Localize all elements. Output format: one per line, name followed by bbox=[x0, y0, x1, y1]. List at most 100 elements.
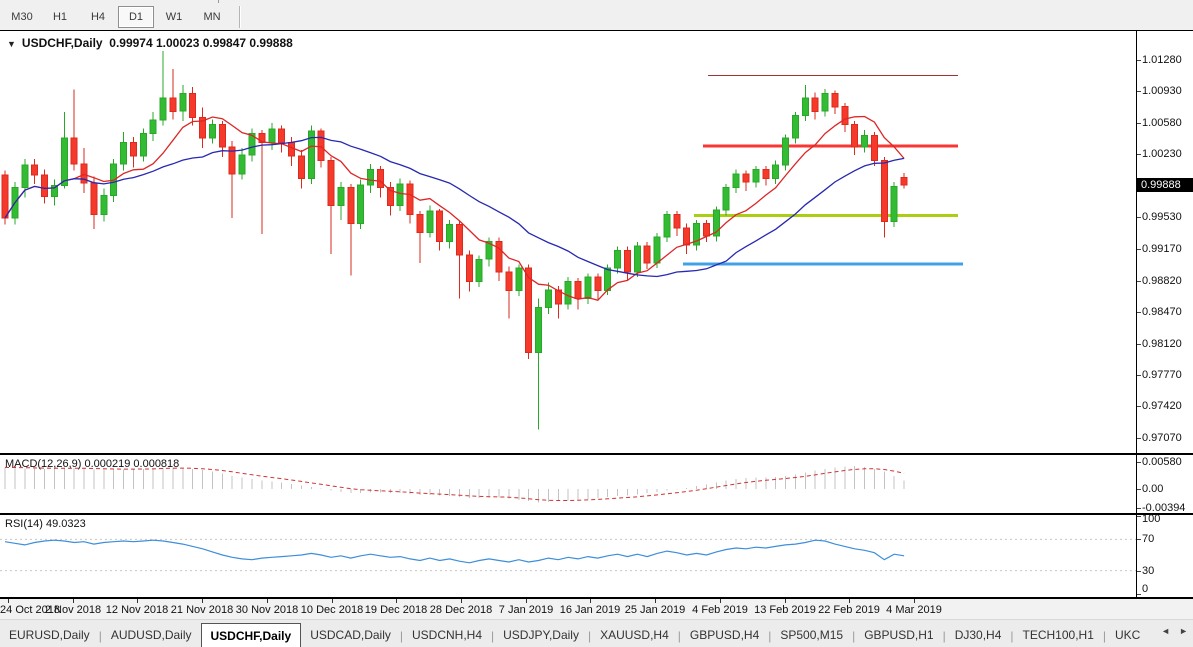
date-axis-tick bbox=[73, 599, 74, 603]
rsi-axis-label: 70 bbox=[1142, 533, 1155, 545]
chart-ohlc-values: 0.99974 1.00023 0.99847 0.99888 bbox=[109, 36, 293, 50]
date-axis-label: 13 Feb 2019 bbox=[754, 604, 816, 616]
chart-tab-usdchf-daily[interactable]: USDCHF,Daily bbox=[200, 623, 302, 647]
rsi-axis-label: 0 bbox=[1142, 583, 1149, 595]
timeframe-button-m30[interactable]: M30 bbox=[11, 10, 33, 23]
date-axis-label: 2 Nov 2018 bbox=[44, 604, 102, 616]
rsi-indicator-label: RSI(14) 49.0323 bbox=[5, 518, 86, 530]
rsi-axis-tick bbox=[1137, 516, 1141, 517]
tab-separator: | bbox=[587, 629, 592, 643]
timeframe-button-h1[interactable]: H1 bbox=[52, 10, 68, 23]
timeframe-button-d1[interactable]: D1 bbox=[118, 5, 154, 28]
price-axis-label: 1.01280 bbox=[1142, 54, 1182, 66]
rsi-chart-canvas[interactable] bbox=[0, 515, 1136, 597]
price-axis-label: 1.00930 bbox=[1142, 85, 1182, 97]
macd-chart-canvas[interactable] bbox=[0, 455, 1136, 513]
macd-axis-label: -0.00394 bbox=[1142, 502, 1186, 514]
rsi-line bbox=[4, 539, 905, 564]
chart-tab-usdcad-daily[interactable]: USDCAD,Daily bbox=[310, 627, 391, 642]
date-axis-label: 22 Feb 2019 bbox=[818, 604, 880, 616]
date-axis-tick bbox=[137, 599, 138, 603]
chart-tab-dj30-h4[interactable]: DJ30,H4 bbox=[954, 627, 1002, 642]
rsi-axis-tick bbox=[1137, 539, 1141, 540]
tab-scroll-right-icon[interactable]: ► bbox=[1179, 626, 1188, 636]
date-axis: 24 Oct 2018 2 Nov 2018 12 Nov 2018 21 Nov 2… bbox=[0, 599, 1193, 619]
price-axis-tick bbox=[1137, 154, 1141, 155]
tab-separator: | bbox=[98, 629, 102, 643]
date-axis-label: 7 Jan 2019 bbox=[498, 604, 554, 616]
price-axis-label: 1.00230 bbox=[1142, 148, 1182, 160]
timeframe-button-w1[interactable]: W1 bbox=[165, 10, 183, 23]
price-axis-tick bbox=[1137, 281, 1141, 282]
chart-tab-bar: EURUSD,Daily | AUDUSD,Daily USDCHF,Daily USD… bbox=[0, 619, 1193, 647]
date-axis-tick bbox=[461, 599, 462, 603]
chart-tab-ukc[interactable]: UKC bbox=[1115, 627, 1141, 642]
macd-indicator-label: MACD(12,26,9) 0.000219 0.000818 bbox=[5, 458, 180, 470]
price-axis-tick bbox=[1137, 91, 1141, 92]
panel-divider[interactable] bbox=[0, 513, 1193, 515]
date-axis-tick bbox=[8, 599, 9, 603]
chart-tab-sp500-m15[interactable]: SP500,M15 bbox=[780, 627, 844, 642]
date-axis-tick bbox=[332, 599, 333, 603]
price-axis-label: 0.99170 bbox=[1142, 243, 1182, 255]
date-axis-label: 10 Dec 2018 bbox=[300, 604, 364, 616]
tab-separator: | bbox=[677, 629, 681, 643]
macd-axis-tick bbox=[1137, 508, 1141, 509]
chart-symbol-label: USDCHF,Daily bbox=[21, 36, 103, 50]
panel-divider[interactable] bbox=[0, 597, 1193, 599]
rsi-axis-tick bbox=[1137, 571, 1141, 572]
date-axis-tick bbox=[267, 599, 268, 603]
price-axis-tick bbox=[1137, 217, 1141, 218]
tab-scroll-arrows: ◄ ► bbox=[1158, 624, 1191, 638]
chart-tab-xauusd-h4[interactable]: XAUUSD,H4 bbox=[600, 627, 669, 642]
date-axis-label: 12 Nov 2018 bbox=[105, 604, 169, 616]
date-axis-label: 16 Jan 2019 bbox=[559, 604, 621, 616]
date-axis-label: 4 Mar 2019 bbox=[886, 604, 942, 616]
price-axis-label: 0.98820 bbox=[1142, 275, 1182, 287]
moving-average-line bbox=[4, 115, 905, 302]
tab-separator: | bbox=[768, 629, 772, 643]
rsi-axis-tick bbox=[1137, 594, 1141, 595]
date-axis-label: 21 Nov 2018 bbox=[170, 604, 234, 616]
date-axis-label: 24 Oct 2018 bbox=[0, 604, 60, 616]
chart-tab-audusd-daily[interactable]: AUDUSD,Daily bbox=[110, 627, 192, 642]
chart-title: ▼ USDCHF,Daily 0.99974 1.00023 0.99847 0.… bbox=[7, 36, 293, 50]
price-axis-tick bbox=[1137, 438, 1141, 439]
chart-tab-eurusd-daily[interactable]: EURUSD,Daily bbox=[9, 627, 90, 642]
price-axis-tick bbox=[1137, 249, 1141, 250]
chart-tab-usdjpy-daily[interactable]: USDJPY,Daily bbox=[503, 627, 579, 642]
panel-divider[interactable] bbox=[0, 453, 1193, 455]
price-axis-border bbox=[1136, 31, 1137, 453]
date-axis-label: 19 Dec 2018 bbox=[364, 604, 428, 616]
tab-separator: | bbox=[852, 629, 856, 643]
top-strip-divider bbox=[218, 0, 219, 3]
rsi-panel: 100 70 30 0 RSI(14) 49.0323 bbox=[0, 513, 1193, 597]
tab-separator: | bbox=[1102, 629, 1107, 643]
window-top-strip bbox=[0, 0, 1193, 3]
rsi-axis-border bbox=[1136, 515, 1137, 597]
price-axis-tick bbox=[1137, 60, 1141, 61]
moving-average-line bbox=[4, 136, 905, 278]
timeframe-button-h4[interactable]: H4 bbox=[90, 10, 106, 23]
timeframe-button-mn[interactable]: MN bbox=[203, 10, 221, 23]
tab-separator: | bbox=[399, 629, 403, 643]
price-axis-tick bbox=[1137, 406, 1141, 407]
price-axis-tick bbox=[1137, 344, 1141, 345]
date-axis-tick bbox=[785, 599, 786, 603]
date-axis-tick bbox=[526, 599, 527, 603]
chart-tab-gbpusd-h4[interactable]: GBPUSD,H4 bbox=[689, 627, 760, 642]
chart-tab-tech100-h1[interactable]: TECH100,H1 bbox=[1022, 627, 1094, 642]
chart-tab-gbpusd-h1[interactable]: GBPUSD,H1 bbox=[864, 627, 934, 642]
macd-axis-label: 0.00 bbox=[1142, 483, 1164, 495]
date-axis-label: 4 Feb 2019 bbox=[692, 604, 748, 616]
candlestick-chart-canvas[interactable] bbox=[0, 31, 1136, 453]
price-axis-tick bbox=[1137, 312, 1141, 313]
price-axis-label: 0.97770 bbox=[1142, 369, 1182, 381]
price-axis-tick bbox=[1137, 375, 1141, 376]
macd-axis-border bbox=[1136, 455, 1137, 513]
chart-tab-usdcnh-h4[interactable]: USDCNH,H4 bbox=[412, 627, 483, 642]
price-axis-label: 0.98120 bbox=[1142, 338, 1182, 350]
chart-dropdown-arrow[interactable]: ▼ bbox=[7, 39, 16, 49]
tab-scroll-left-icon[interactable]: ◄ bbox=[1161, 626, 1171, 636]
date-axis-tick bbox=[202, 599, 203, 603]
